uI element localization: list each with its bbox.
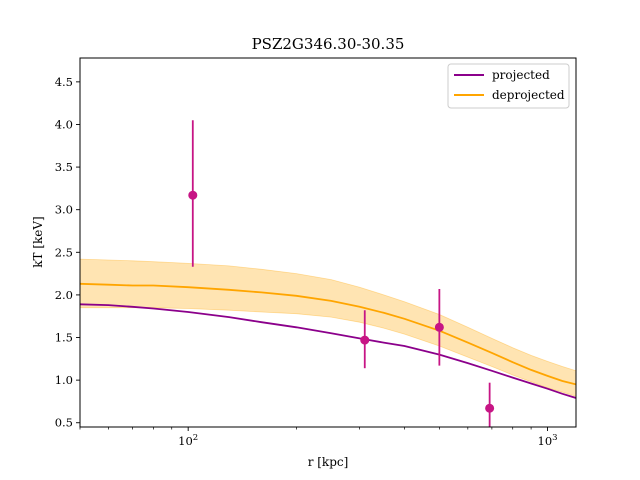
y-tick-label-4: 2.5 xyxy=(55,245,73,259)
y-tick-label-7: 4.0 xyxy=(55,117,73,131)
y-axis: 0.5 1.0 1.5 2.0 2.5 3.0 3.5 4.0 4.5 xyxy=(55,75,80,430)
x-axis-label: r [kpc] xyxy=(308,455,349,469)
series-line-1 xyxy=(80,282,576,386)
data-point-2 xyxy=(434,322,444,332)
plot-content xyxy=(80,120,576,427)
legend: projected deprojected xyxy=(447,63,570,109)
x-axis: 102 103 xyxy=(79,427,558,448)
legend-label-projected: projected xyxy=(492,68,550,82)
series-line-0 xyxy=(80,303,576,399)
y-axis-label: kT [keV] xyxy=(31,216,45,268)
y-tick-label-5: 3.0 xyxy=(55,203,73,217)
x-tick-label-1: 103 xyxy=(538,433,558,448)
data-point-0 xyxy=(188,190,198,200)
data-point-3 xyxy=(485,403,495,413)
legend-label-deprojected: deprojected xyxy=(492,88,565,102)
y-tick-label-0: 0.5 xyxy=(55,416,73,430)
data-point-1 xyxy=(360,335,370,345)
x-tick-label-0: 102 xyxy=(178,433,198,448)
y-tick-label-2: 1.5 xyxy=(55,331,73,345)
y-tick-label-8: 4.5 xyxy=(55,75,73,89)
y-tick-label-3: 2.0 xyxy=(55,288,73,302)
deprojected-band xyxy=(80,258,576,397)
plot-frame xyxy=(79,57,577,428)
y-tick-label-6: 3.5 xyxy=(55,160,73,174)
y-tick-label-1: 1.0 xyxy=(55,373,73,387)
chart-title: PSZ2G346.30-30.35 xyxy=(252,35,405,53)
